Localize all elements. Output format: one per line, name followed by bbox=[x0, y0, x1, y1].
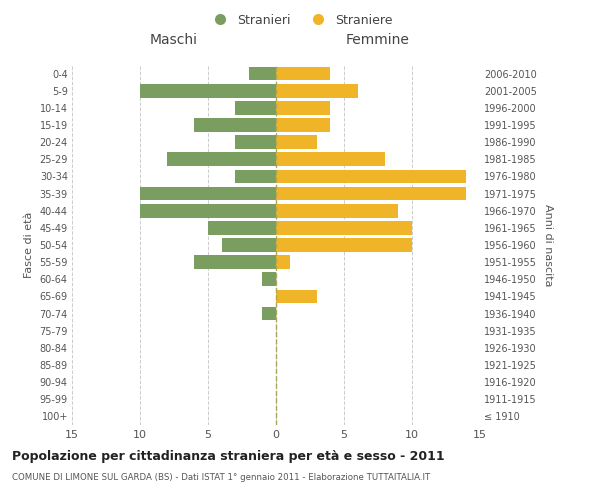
Legend: Stranieri, Straniere: Stranieri, Straniere bbox=[202, 8, 398, 32]
Text: Popolazione per cittadinanza straniera per età e sesso - 2011: Popolazione per cittadinanza straniera p… bbox=[12, 450, 445, 463]
Bar bbox=[276, 66, 331, 80]
Text: Maschi: Maschi bbox=[150, 34, 198, 48]
Bar bbox=[140, 204, 276, 218]
Text: COMUNE DI LIMONE SUL GARDA (BS) - Dati ISTAT 1° gennaio 2011 - Elaborazione TUTT: COMUNE DI LIMONE SUL GARDA (BS) - Dati I… bbox=[12, 472, 430, 482]
Bar bbox=[276, 118, 331, 132]
Bar bbox=[249, 66, 276, 80]
Bar bbox=[276, 221, 412, 234]
Y-axis label: Anni di nascita: Anni di nascita bbox=[542, 204, 553, 286]
Bar bbox=[262, 306, 276, 320]
Text: Femmine: Femmine bbox=[346, 34, 410, 48]
Bar bbox=[167, 152, 276, 166]
Bar bbox=[276, 136, 317, 149]
Bar bbox=[262, 272, 276, 286]
Bar bbox=[276, 152, 385, 166]
Bar bbox=[276, 84, 358, 98]
Bar bbox=[194, 118, 276, 132]
Bar bbox=[276, 290, 317, 304]
Bar bbox=[276, 256, 290, 269]
Bar bbox=[276, 186, 466, 200]
Bar bbox=[221, 238, 276, 252]
Bar bbox=[140, 84, 276, 98]
Bar bbox=[276, 170, 466, 183]
Bar bbox=[140, 186, 276, 200]
Bar bbox=[208, 221, 276, 234]
Bar bbox=[235, 136, 276, 149]
Bar bbox=[235, 101, 276, 114]
Y-axis label: Fasce di età: Fasce di età bbox=[24, 212, 34, 278]
Bar bbox=[276, 204, 398, 218]
Bar bbox=[194, 256, 276, 269]
Bar bbox=[276, 101, 331, 114]
Bar bbox=[276, 238, 412, 252]
Bar bbox=[235, 170, 276, 183]
